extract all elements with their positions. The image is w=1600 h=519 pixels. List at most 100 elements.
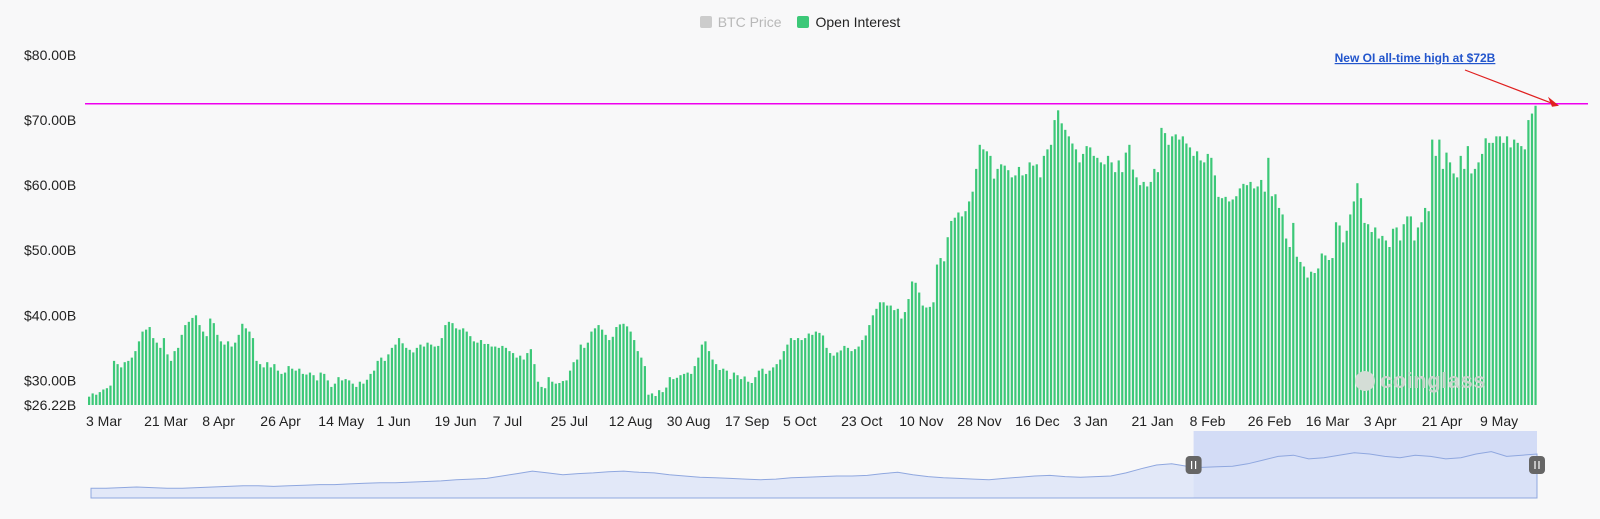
oi-bar[interactable]: [1441, 168, 1445, 405]
oi-bar[interactable]: [1352, 201, 1355, 405]
oi-bar[interactable]: [1238, 188, 1241, 405]
oi-bar[interactable]: [180, 334, 183, 405]
oi-bar[interactable]: [1363, 222, 1366, 405]
oi-bar[interactable]: [294, 370, 297, 405]
oi-bar[interactable]: [1356, 183, 1359, 405]
oi-bar[interactable]: [1505, 136, 1509, 405]
oi-bar[interactable]: [850, 351, 853, 405]
oi-bar[interactable]: [967, 201, 971, 405]
oi-bar[interactable]: [711, 359, 714, 405]
oi-bar[interactable]: [504, 347, 508, 405]
oi-bar[interactable]: [1491, 142, 1494, 406]
oi-bar[interactable]: [173, 351, 176, 405]
oi-bar[interactable]: [1277, 207, 1281, 405]
oi-bar[interactable]: [608, 340, 611, 405]
oi-bar[interactable]: [700, 344, 703, 405]
oi-bar[interactable]: [1527, 120, 1530, 405]
oi-bar[interactable]: [1448, 162, 1452, 405]
oi-bar[interactable]: [95, 394, 98, 405]
oi-bar[interactable]: [1495, 136, 1498, 405]
oi-bar[interactable]: [925, 307, 928, 405]
oi-bar[interactable]: [633, 340, 636, 405]
oi-bar[interactable]: [344, 379, 347, 405]
oi-bar[interactable]: [1021, 175, 1024, 405]
navigator-handle-left[interactable]: [1185, 456, 1202, 474]
oi-bar[interactable]: [351, 383, 354, 405]
oi-bar[interactable]: [1338, 225, 1341, 405]
oi-bar[interactable]: [1057, 110, 1060, 405]
oi-bar[interactable]: [818, 332, 821, 405]
oi-bar[interactable]: [422, 346, 426, 405]
oi-bar[interactable]: [251, 338, 255, 405]
oi-bar[interactable]: [757, 370, 760, 405]
oi-bar[interactable]: [1370, 232, 1373, 405]
legend-item-btc-price[interactable]: BTC Price: [699, 14, 781, 30]
oi-bar[interactable]: [301, 373, 304, 405]
oi-bar[interactable]: [1473, 168, 1477, 405]
oi-bar[interactable]: [212, 323, 215, 405]
oi-bar[interactable]: [415, 347, 418, 405]
oi-bar[interactable]: [526, 353, 529, 405]
oi-bar[interactable]: [141, 331, 144, 405]
oi-bar[interactable]: [1366, 224, 1370, 405]
oi-bar[interactable]: [1534, 105, 1537, 405]
oi-bar[interactable]: [650, 393, 654, 405]
oi-bar[interactable]: [964, 211, 967, 405]
oi-bar[interactable]: [900, 318, 903, 405]
oi-bar[interactable]: [779, 359, 782, 405]
oi-bar[interactable]: [508, 351, 511, 405]
oi-bar[interactable]: [216, 334, 219, 405]
oi-bar[interactable]: [145, 329, 148, 405]
oi-bar[interactable]: [992, 178, 996, 405]
oi-bar[interactable]: [1420, 222, 1423, 405]
oi-bar[interactable]: [768, 370, 771, 405]
oi-bar[interactable]: [479, 340, 483, 405]
oi-bar[interactable]: [1513, 139, 1516, 405]
oi-bar[interactable]: [690, 373, 693, 405]
oi-bar[interactable]: [226, 341, 230, 405]
oi-bar[interactable]: [458, 329, 461, 405]
oi-bar[interactable]: [1053, 120, 1056, 405]
oi-bar[interactable]: [1085, 146, 1088, 406]
oi-bar[interactable]: [811, 334, 814, 405]
oi-bar[interactable]: [1498, 136, 1502, 405]
oi-bar[interactable]: [1470, 173, 1473, 405]
oi-bar[interactable]: [1349, 214, 1352, 405]
oi-bar[interactable]: [739, 379, 743, 405]
oi-bar[interactable]: [177, 347, 180, 405]
oi-bar[interactable]: [1128, 144, 1131, 405]
oi-bar[interactable]: [515, 357, 518, 405]
oi-bar[interactable]: [298, 368, 301, 405]
oi-bar[interactable]: [462, 328, 465, 405]
oi-bar[interactable]: [960, 216, 964, 405]
oi-bar[interactable]: [533, 364, 536, 405]
oi-bar[interactable]: [1042, 155, 1045, 405]
oi-bar[interactable]: [1334, 222, 1338, 405]
oi-bar[interactable]: [1523, 149, 1526, 405]
oi-bar[interactable]: [1049, 144, 1053, 405]
oi-bar[interactable]: [501, 345, 504, 405]
oi-bar[interactable]: [1110, 162, 1113, 405]
oi-bar[interactable]: [629, 331, 632, 405]
oi-bar[interactable]: [123, 362, 126, 405]
oi-bar[interactable]: [137, 341, 141, 405]
oi-bar[interactable]: [1434, 155, 1437, 405]
legend-item-open-interest[interactable]: Open Interest: [797, 14, 900, 30]
oi-bar[interactable]: [483, 343, 486, 405]
oi-bar[interactable]: [586, 342, 589, 405]
oi-bar[interactable]: [166, 354, 169, 405]
oi-bar[interactable]: [953, 217, 956, 405]
oi-bar[interactable]: [1445, 152, 1448, 405]
oi-bar[interactable]: [729, 379, 732, 405]
oi-bar[interactable]: [861, 340, 864, 405]
oi-bar[interactable]: [408, 349, 411, 405]
oi-bar[interactable]: [291, 368, 294, 405]
oi-bar[interactable]: [1181, 136, 1184, 405]
oi-bar[interactable]: [529, 349, 532, 405]
navigator[interactable]: [90, 431, 1545, 499]
oi-bar[interactable]: [511, 353, 515, 405]
oi-bar[interactable]: [1416, 227, 1420, 405]
oi-bar[interactable]: [1395, 227, 1398, 405]
oi-bar[interactable]: [1074, 149, 1078, 405]
oi-bar[interactable]: [718, 369, 721, 405]
